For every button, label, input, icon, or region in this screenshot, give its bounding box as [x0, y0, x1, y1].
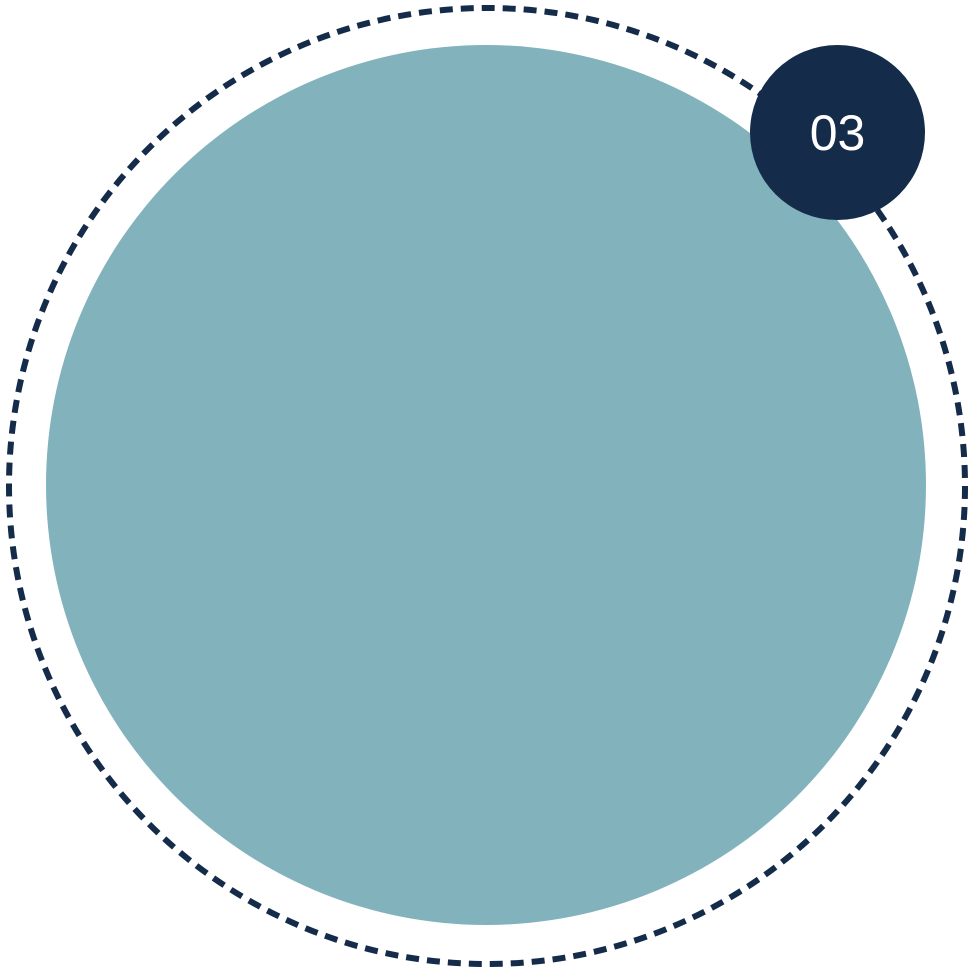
dashed-outer-ring: [6, 5, 968, 967]
badge-number: 03: [810, 105, 866, 161]
main-circle: [46, 45, 926, 925]
number-badge: [750, 45, 925, 220]
